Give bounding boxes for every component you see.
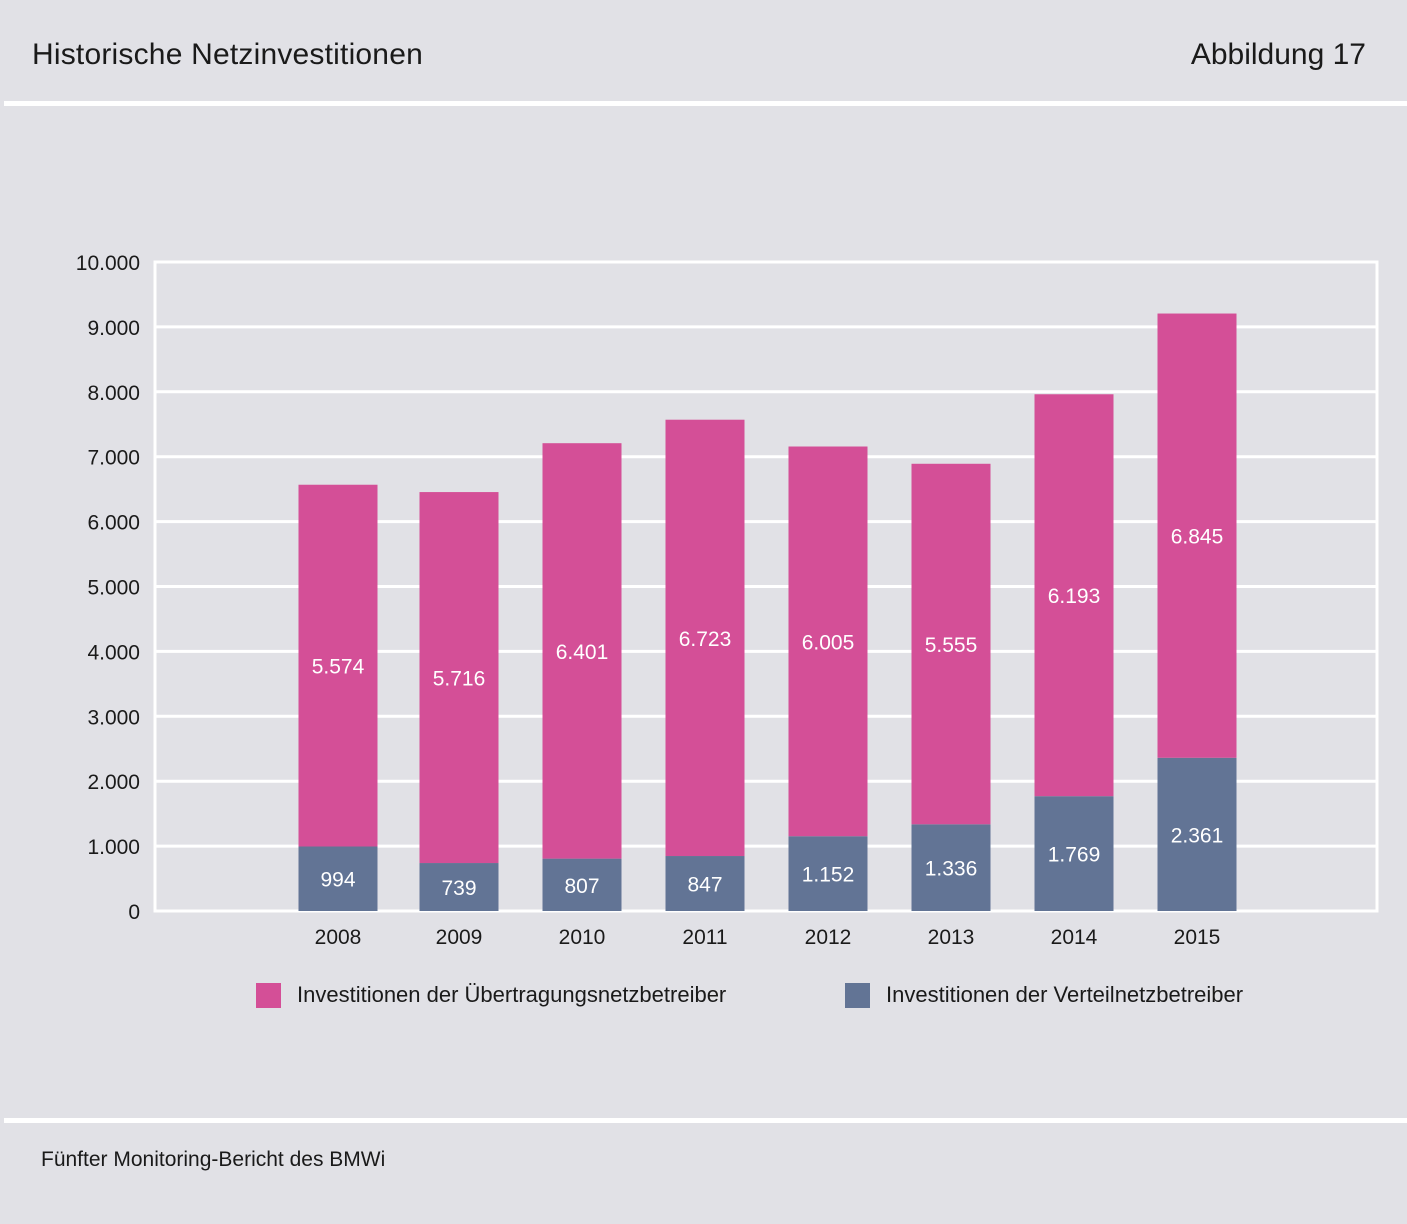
footer-divider bbox=[4, 1118, 1407, 1123]
data-label-uenb: 5.574 bbox=[312, 656, 365, 679]
bar-layer bbox=[298, 313, 1237, 911]
data-label-uenb: 6.401 bbox=[556, 641, 609, 664]
bar-segment-vnb bbox=[665, 856, 745, 911]
bar-segment-vnb bbox=[1157, 757, 1237, 911]
y-tick-label: 9.000 bbox=[87, 317, 140, 340]
x-tick-label: 2011 bbox=[682, 926, 727, 949]
bar-segment-vnb bbox=[542, 858, 622, 911]
legend-label-uenb: Investitionen der Übertragungsnetzbetrei… bbox=[297, 982, 727, 1007]
y-tick-label: 3.000 bbox=[87, 706, 140, 729]
y-tick-label: 4.000 bbox=[87, 641, 140, 664]
y-tick-label: 5.000 bbox=[87, 577, 140, 600]
legend-item-uenb: Investitionen der Übertragungsnetzbetrei… bbox=[256, 982, 726, 1008]
bar-segment-uenb bbox=[419, 492, 499, 864]
x-tick-label: 2014 bbox=[1051, 926, 1098, 949]
axis-layer: 0 1.000 2.000 3.000 4.000 5.000 6.000 7.000 8.00… bbox=[76, 252, 1221, 949]
data-label-uenb: 5.716 bbox=[433, 668, 486, 691]
bar-segment-uenb bbox=[911, 463, 991, 825]
data-label-uenb: 6.845 bbox=[1171, 526, 1224, 549]
data-label-vnb: 1.769 bbox=[1048, 844, 1101, 867]
bar-segment-vnb bbox=[788, 836, 868, 911]
data-label-vnb: 2.361 bbox=[1171, 824, 1224, 847]
data-label-uenb: 6.193 bbox=[1048, 585, 1101, 608]
legend-swatch-vnb bbox=[845, 982, 870, 1008]
bar-segment-vnb bbox=[419, 863, 499, 911]
legend: Investitionen der Übertragungsnetzbetrei… bbox=[0, 982, 1407, 1012]
y-tick-label: 10.000 bbox=[76, 252, 140, 275]
bar-segment-uenb bbox=[1034, 394, 1114, 797]
y-tick-label: 2.000 bbox=[87, 771, 140, 794]
bar-segment-vnb bbox=[911, 824, 991, 911]
x-tick-label: 2009 bbox=[436, 926, 483, 949]
bar-segment-uenb bbox=[298, 484, 378, 847]
y-tick-label: 1.000 bbox=[87, 836, 140, 859]
bar-segment-vnb bbox=[298, 846, 378, 911]
bar-segment-uenb bbox=[665, 419, 745, 857]
label-layer: 994 5.574 739 5.716 807 6.401 847 6.723 1.152 6.0… bbox=[312, 526, 1224, 900]
legend-swatch-uenb bbox=[256, 982, 281, 1008]
x-tick-label: 2010 bbox=[559, 926, 606, 949]
source-note: Fünfter Monitoring-Bericht des BMWi bbox=[41, 1148, 386, 1171]
data-label-vnb: 994 bbox=[320, 869, 355, 892]
x-tick-label: 2013 bbox=[928, 926, 975, 949]
y-tick-label: 6.000 bbox=[87, 512, 140, 535]
x-tick-label: 2008 bbox=[315, 926, 362, 949]
page-title: Historische Netzinvestitionen bbox=[32, 38, 423, 71]
y-tick-label: 7.000 bbox=[87, 447, 140, 470]
data-label-uenb: 6.723 bbox=[679, 628, 732, 651]
bar-segment-uenb bbox=[788, 446, 868, 837]
legend-item-vnb: Investitionen der Verteilnetzbetreiber bbox=[845, 982, 1243, 1008]
figure-label: Abbildung 17 bbox=[1190, 38, 1366, 71]
header: Historische Netzinvestitionen Abbildung … bbox=[0, 0, 1407, 104]
header-divider bbox=[4, 101, 1407, 106]
x-tick-label: 2015 bbox=[1174, 926, 1221, 949]
y-tick-label: 8.000 bbox=[87, 382, 140, 405]
data-label-vnb: 1.336 bbox=[925, 858, 978, 881]
data-label-vnb: 1.152 bbox=[802, 864, 855, 887]
y-tick-label: 0 bbox=[128, 901, 140, 924]
data-label-vnb: 807 bbox=[564, 875, 599, 898]
bar-segment-uenb bbox=[542, 443, 622, 859]
bar-segment-uenb bbox=[1157, 313, 1237, 758]
data-label-vnb: 739 bbox=[441, 877, 476, 900]
data-label-uenb: 6.005 bbox=[802, 631, 855, 654]
data-label-vnb: 847 bbox=[687, 874, 722, 897]
legend-label-vnb: Investitionen der Verteilnetzbetreiber bbox=[886, 982, 1244, 1007]
bar-segment-vnb bbox=[1034, 796, 1114, 911]
data-label-uenb: 5.555 bbox=[925, 634, 978, 657]
x-tick-label: 2012 bbox=[805, 926, 852, 949]
